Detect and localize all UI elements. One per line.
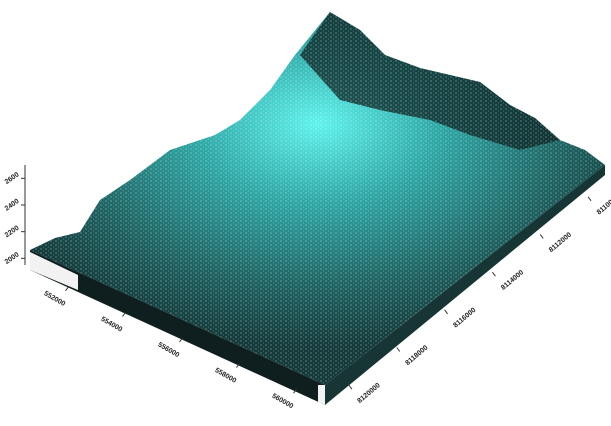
front-left-face-light [30, 252, 78, 290]
z-tick-label: 2000 [4, 251, 21, 266]
y-tick [348, 384, 353, 390]
terrain-points [30, 12, 605, 385]
front-left-face [30, 250, 325, 405]
y-tick [539, 234, 544, 239]
y-tick-label: 8118000 [404, 344, 429, 367]
y-tick [587, 196, 592, 202]
x-tick-label: 558000 [213, 367, 237, 385]
x-tick-label: 554000 [99, 316, 123, 334]
y-tick-label: 8120000 [356, 382, 381, 405]
y-tick [444, 309, 448, 315]
z-tick-label: 2400 [4, 198, 21, 213]
y-tick [396, 347, 401, 352]
x-tick [293, 388, 297, 394]
y-tick-label: 8110000 [596, 194, 611, 217]
x-tick [122, 312, 126, 317]
corner-face [318, 385, 325, 405]
x-tick-label: 552000 [42, 290, 66, 308]
x-tick-label: 556000 [156, 341, 180, 359]
y-tick-label: 8116000 [452, 307, 477, 330]
front-right-face [325, 165, 605, 405]
y-tick-label: 8114000 [500, 269, 525, 292]
z-tick-label: 2200 [4, 225, 21, 240]
x-tick [179, 337, 183, 343]
y-tick [492, 271, 496, 277]
y-tick-label: 8112000 [548, 231, 573, 254]
x-tick-label: 560000 [270, 393, 294, 411]
x-tick [236, 363, 240, 368]
x-tick [65, 286, 69, 292]
z-tick-label: 2600 [4, 171, 21, 186]
